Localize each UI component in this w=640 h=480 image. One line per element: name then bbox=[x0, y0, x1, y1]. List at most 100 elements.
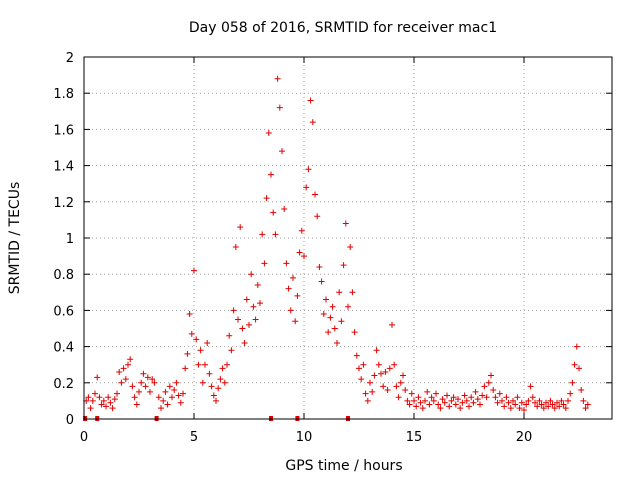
data-point bbox=[122, 376, 129, 383]
data-point bbox=[507, 405, 514, 412]
y-tick-label: 0 bbox=[66, 413, 74, 428]
data-point bbox=[419, 405, 426, 412]
data-point bbox=[444, 392, 450, 399]
data-point bbox=[540, 405, 547, 412]
data-point bbox=[184, 350, 191, 357]
data-point bbox=[327, 314, 334, 321]
data-point bbox=[316, 263, 323, 270]
data-point bbox=[523, 401, 530, 408]
data-point bbox=[384, 387, 391, 394]
data-point bbox=[182, 365, 189, 372]
data-point bbox=[219, 365, 226, 372]
data-point bbox=[549, 401, 556, 408]
data-point bbox=[111, 396, 118, 403]
data-point bbox=[323, 296, 329, 303]
data-point bbox=[226, 332, 233, 339]
y-tick-label: 0.6 bbox=[53, 304, 74, 319]
data-point bbox=[199, 379, 206, 386]
data-point bbox=[149, 376, 156, 383]
data-point bbox=[329, 303, 336, 310]
grid-lines bbox=[84, 57, 612, 419]
data-point bbox=[270, 209, 277, 216]
data-point bbox=[529, 394, 536, 401]
data-point bbox=[243, 296, 250, 303]
data-point bbox=[448, 397, 455, 404]
data-point bbox=[565, 397, 571, 404]
data-point bbox=[87, 405, 94, 412]
data-point bbox=[290, 274, 296, 281]
data-point bbox=[501, 403, 508, 410]
data-point bbox=[151, 379, 158, 386]
x-tick-label: 5 bbox=[190, 430, 198, 445]
data-point bbox=[259, 231, 266, 238]
data-point bbox=[512, 401, 519, 408]
data-point bbox=[514, 394, 521, 401]
data-point bbox=[386, 365, 393, 372]
data-point bbox=[180, 390, 186, 397]
data-point bbox=[103, 403, 109, 410]
data-point bbox=[257, 300, 263, 307]
data-point bbox=[490, 387, 497, 394]
data-point bbox=[285, 285, 292, 292]
data-point bbox=[188, 330, 195, 337]
data-point bbox=[446, 403, 453, 410]
data-point bbox=[503, 394, 510, 401]
data-point bbox=[158, 405, 164, 412]
data-point bbox=[114, 390, 120, 397]
data-point bbox=[162, 388, 169, 395]
data-point bbox=[215, 385, 222, 392]
y-tick-label: 1.2 bbox=[53, 196, 74, 211]
chart-title: Day 058 of 2016, SRMTID for receiver mac… bbox=[189, 20, 497, 36]
data-point bbox=[492, 394, 499, 401]
data-point bbox=[263, 195, 270, 202]
data-point bbox=[169, 394, 175, 401]
data-point bbox=[147, 388, 153, 395]
data-point bbox=[138, 379, 145, 386]
data-point bbox=[373, 347, 380, 354]
data-point bbox=[246, 321, 252, 328]
data-point bbox=[413, 403, 420, 410]
x-tick-label: 10 bbox=[296, 430, 313, 445]
data-point bbox=[525, 397, 532, 404]
x-axis-label: GPS time / hours bbox=[285, 458, 402, 474]
data-point bbox=[213, 397, 219, 404]
data-point bbox=[118, 379, 125, 386]
data-point bbox=[195, 361, 202, 368]
data-point bbox=[206, 370, 213, 377]
data-point bbox=[287, 307, 294, 314]
data-point bbox=[175, 392, 182, 399]
data-point bbox=[276, 104, 283, 111]
data-point bbox=[406, 401, 413, 408]
data-point bbox=[404, 397, 411, 404]
data-point bbox=[197, 347, 204, 354]
data-point bbox=[338, 318, 345, 325]
y-tick-label: 0.8 bbox=[53, 268, 74, 283]
data-point bbox=[494, 399, 501, 406]
data-point bbox=[160, 397, 167, 404]
data-point bbox=[241, 339, 248, 346]
data-point bbox=[582, 405, 589, 412]
data-point bbox=[217, 376, 224, 383]
data-point bbox=[439, 396, 446, 403]
data-point bbox=[400, 372, 406, 379]
y-axis-label: SRMTID / TECUs bbox=[7, 182, 23, 295]
data-point bbox=[136, 388, 142, 395]
data-point bbox=[547, 397, 554, 404]
data-point bbox=[193, 336, 200, 343]
data-point bbox=[125, 361, 131, 368]
data-point bbox=[543, 399, 549, 406]
data-point bbox=[318, 278, 325, 285]
data-point bbox=[417, 399, 424, 406]
data-point bbox=[556, 403, 563, 410]
data-point bbox=[303, 184, 310, 191]
data-point bbox=[567, 390, 574, 397]
data-point bbox=[521, 406, 527, 413]
y-tick-label: 0.2 bbox=[53, 377, 74, 392]
data-point bbox=[554, 399, 560, 406]
y-tick-label: 1.8 bbox=[53, 87, 74, 102]
data-point bbox=[129, 383, 136, 390]
data-point bbox=[545, 403, 552, 410]
data-point bbox=[393, 383, 400, 390]
data-point bbox=[538, 401, 545, 408]
data-point bbox=[155, 394, 162, 401]
